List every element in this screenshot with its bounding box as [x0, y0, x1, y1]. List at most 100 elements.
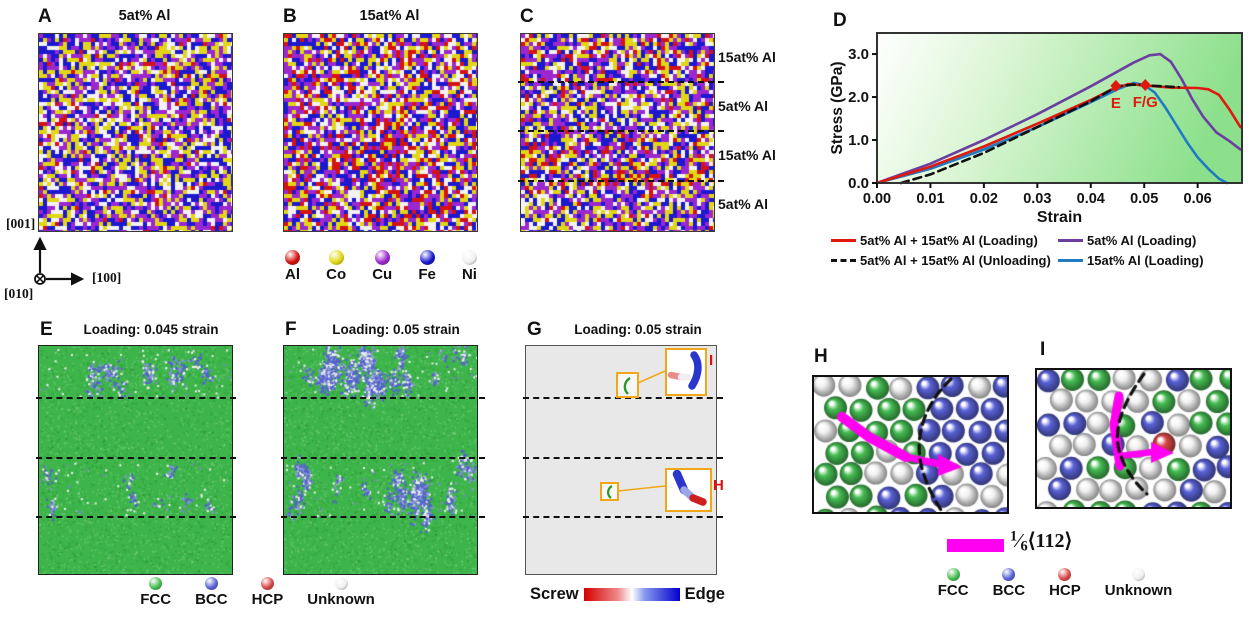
chart-legend-row-2: 5at% Al + 15at% Al (Unloading) 15at% Al …	[831, 253, 1255, 268]
co-legend-item: Co	[326, 250, 346, 282]
co-label: Co	[326, 266, 347, 283]
fe-label: Fe	[418, 266, 436, 283]
blue-line-swatch	[1058, 258, 1083, 263]
chart-legend-item: 5at% Al (Loading)	[1058, 233, 1196, 248]
burgers-vector-label: 1⁄6⟨112⟩	[1010, 528, 1072, 556]
layer-interface-dashed-line	[281, 397, 485, 399]
screw-edge-legend: Screw Edge	[530, 585, 725, 604]
panel-c-layer-label-2: 5at% Al	[718, 98, 769, 114]
chart-legend-item: 5at% Al + 15at% Al (Unloading)	[831, 253, 1058, 268]
unknown-sphere-icon	[334, 577, 348, 590]
unknown-sphere-icon	[1132, 568, 1145, 581]
layer-interface-dashed-line	[518, 180, 724, 182]
hcp-label: HCP	[251, 591, 284, 608]
cu-label: Cu	[372, 266, 393, 283]
fcc-legend-item: FCC	[140, 577, 171, 607]
panel-e-letter: E	[40, 319, 53, 340]
purple-line-swatch	[1058, 238, 1083, 243]
svg-text:0.02: 0.02	[970, 191, 998, 207]
svg-text:1.0: 1.0	[848, 132, 869, 149]
cu-sphere-icon	[374, 250, 390, 265]
layer-interface-dashed-line	[518, 130, 724, 132]
element-legend: Al Co Cu Fe Ni	[285, 250, 477, 282]
panel-b-letter: B	[283, 6, 297, 27]
panel-f-letter: F	[285, 319, 297, 340]
dashed-line-swatch	[831, 259, 856, 262]
axes-arrows-icon	[33, 236, 85, 286]
chart-legend-row-1: 5at% Al + 15at% Al (Loading) 5at% Al (Lo…	[831, 233, 1255, 248]
bcc-label: BCC	[992, 582, 1026, 599]
structure-legend: FCC BCC HCP Unknown	[40, 577, 475, 607]
panel-c-letter: C	[520, 6, 534, 27]
ni-legend-item: Ni	[461, 250, 477, 283]
burgers-direction: ⟨112⟩	[1027, 530, 1073, 552]
svg-text:3.0: 3.0	[848, 46, 869, 63]
svg-text:0.00: 0.00	[863, 191, 891, 207]
chart-legend-label: 5at% Al + 15at% Al (Unloading)	[860, 253, 1051, 268]
bcc-sphere-icon	[204, 577, 218, 590]
svg-text:0.01: 0.01	[916, 191, 944, 207]
panel-a-composition-map	[38, 33, 233, 232]
svg-text:0.05: 0.05	[1130, 191, 1158, 207]
hcp-legend-item: HCP	[1049, 568, 1081, 598]
screw-edge-colorbar	[583, 588, 680, 601]
fcc-sphere-icon	[149, 577, 163, 590]
layer-interface-dashed-line	[523, 516, 723, 518]
al-legend-item: Al	[285, 250, 300, 282]
hcp-label: HCP	[1049, 582, 1081, 599]
ni-sphere-icon	[461, 250, 477, 265]
panel-b-composition-map	[283, 33, 478, 232]
panel-d-letter: D	[833, 10, 847, 31]
panel-e-defect-map	[38, 345, 233, 575]
hcp-sphere-icon	[1058, 568, 1072, 581]
svg-text:F/G: F/G	[1133, 94, 1158, 111]
structure-legend: FCC BCC HCP Unknown	[880, 568, 1230, 598]
panel-g-inset-bottom-label: H	[713, 477, 724, 494]
cu-legend-item: Cu	[372, 250, 392, 282]
layer-interface-dashed-line	[36, 516, 236, 518]
edge-label: Edge	[684, 585, 725, 603]
svg-text:0.03: 0.03	[1023, 191, 1051, 207]
panel-a-title: 5at% Al	[118, 8, 171, 24]
chart-legend-label: 15at% Al (Loading)	[1087, 253, 1204, 268]
panel-h-atomic-view	[812, 375, 1009, 514]
axis-010-label: [010]	[4, 286, 34, 301]
panel-g-letter: G	[527, 319, 542, 340]
panel-g-title: Loading: 0.05 strain	[574, 322, 702, 337]
axis-001-label: [001]	[6, 216, 36, 231]
fcc-legend-item: FCC	[938, 568, 969, 598]
hcp-sphere-icon	[260, 577, 274, 590]
unknown-label: Unknown	[307, 591, 375, 608]
bcc-legend-item: BCC	[195, 577, 228, 607]
fcc-sphere-icon	[946, 568, 960, 581]
panel-g-callout-overlay	[600, 370, 666, 501]
panel-e-title: Loading: 0.045 strain	[83, 322, 219, 337]
panel-c-layer-label-4: 5at% Al	[718, 196, 769, 212]
unknown-legend-item: Unknown	[1105, 568, 1172, 598]
crystal-axes-gizmo: [001] [100] [010]	[4, 216, 134, 301]
panel-a-letter: A	[38, 6, 52, 27]
chart-legend-item: 15at% Al (Loading)	[1058, 253, 1204, 268]
panel-f-defect-map	[283, 345, 478, 575]
ni-label: Ni	[461, 266, 477, 283]
al-sphere-icon	[285, 250, 300, 265]
screw-label: Screw	[530, 585, 579, 603]
co-sphere-icon	[328, 250, 344, 265]
panel-h-letter: H	[814, 346, 828, 367]
panel-c-layer-label-1: 15at% Al	[718, 49, 776, 65]
panel-g-inset-top-label: I	[709, 352, 714, 369]
fcc-label: FCC	[140, 591, 172, 608]
bcc-sphere-icon	[1002, 568, 1016, 581]
panel-i-letter: I	[1040, 339, 1046, 360]
fraction-slash: ⁄	[1017, 530, 1021, 552]
svg-text:0.06: 0.06	[1184, 191, 1212, 207]
hcp-legend-item: HCP	[251, 577, 284, 608]
unknown-legend-item: Unknown	[307, 577, 375, 607]
layer-interface-dashed-line	[36, 457, 236, 459]
fcc-label: FCC	[937, 582, 969, 599]
chart-legend-label: 5at% Al (Loading)	[1087, 233, 1197, 248]
panel-c-composition-map	[520, 33, 715, 232]
dislocation-segment-icon	[672, 469, 707, 506]
panel-b-title: 15at% Al	[359, 8, 420, 24]
